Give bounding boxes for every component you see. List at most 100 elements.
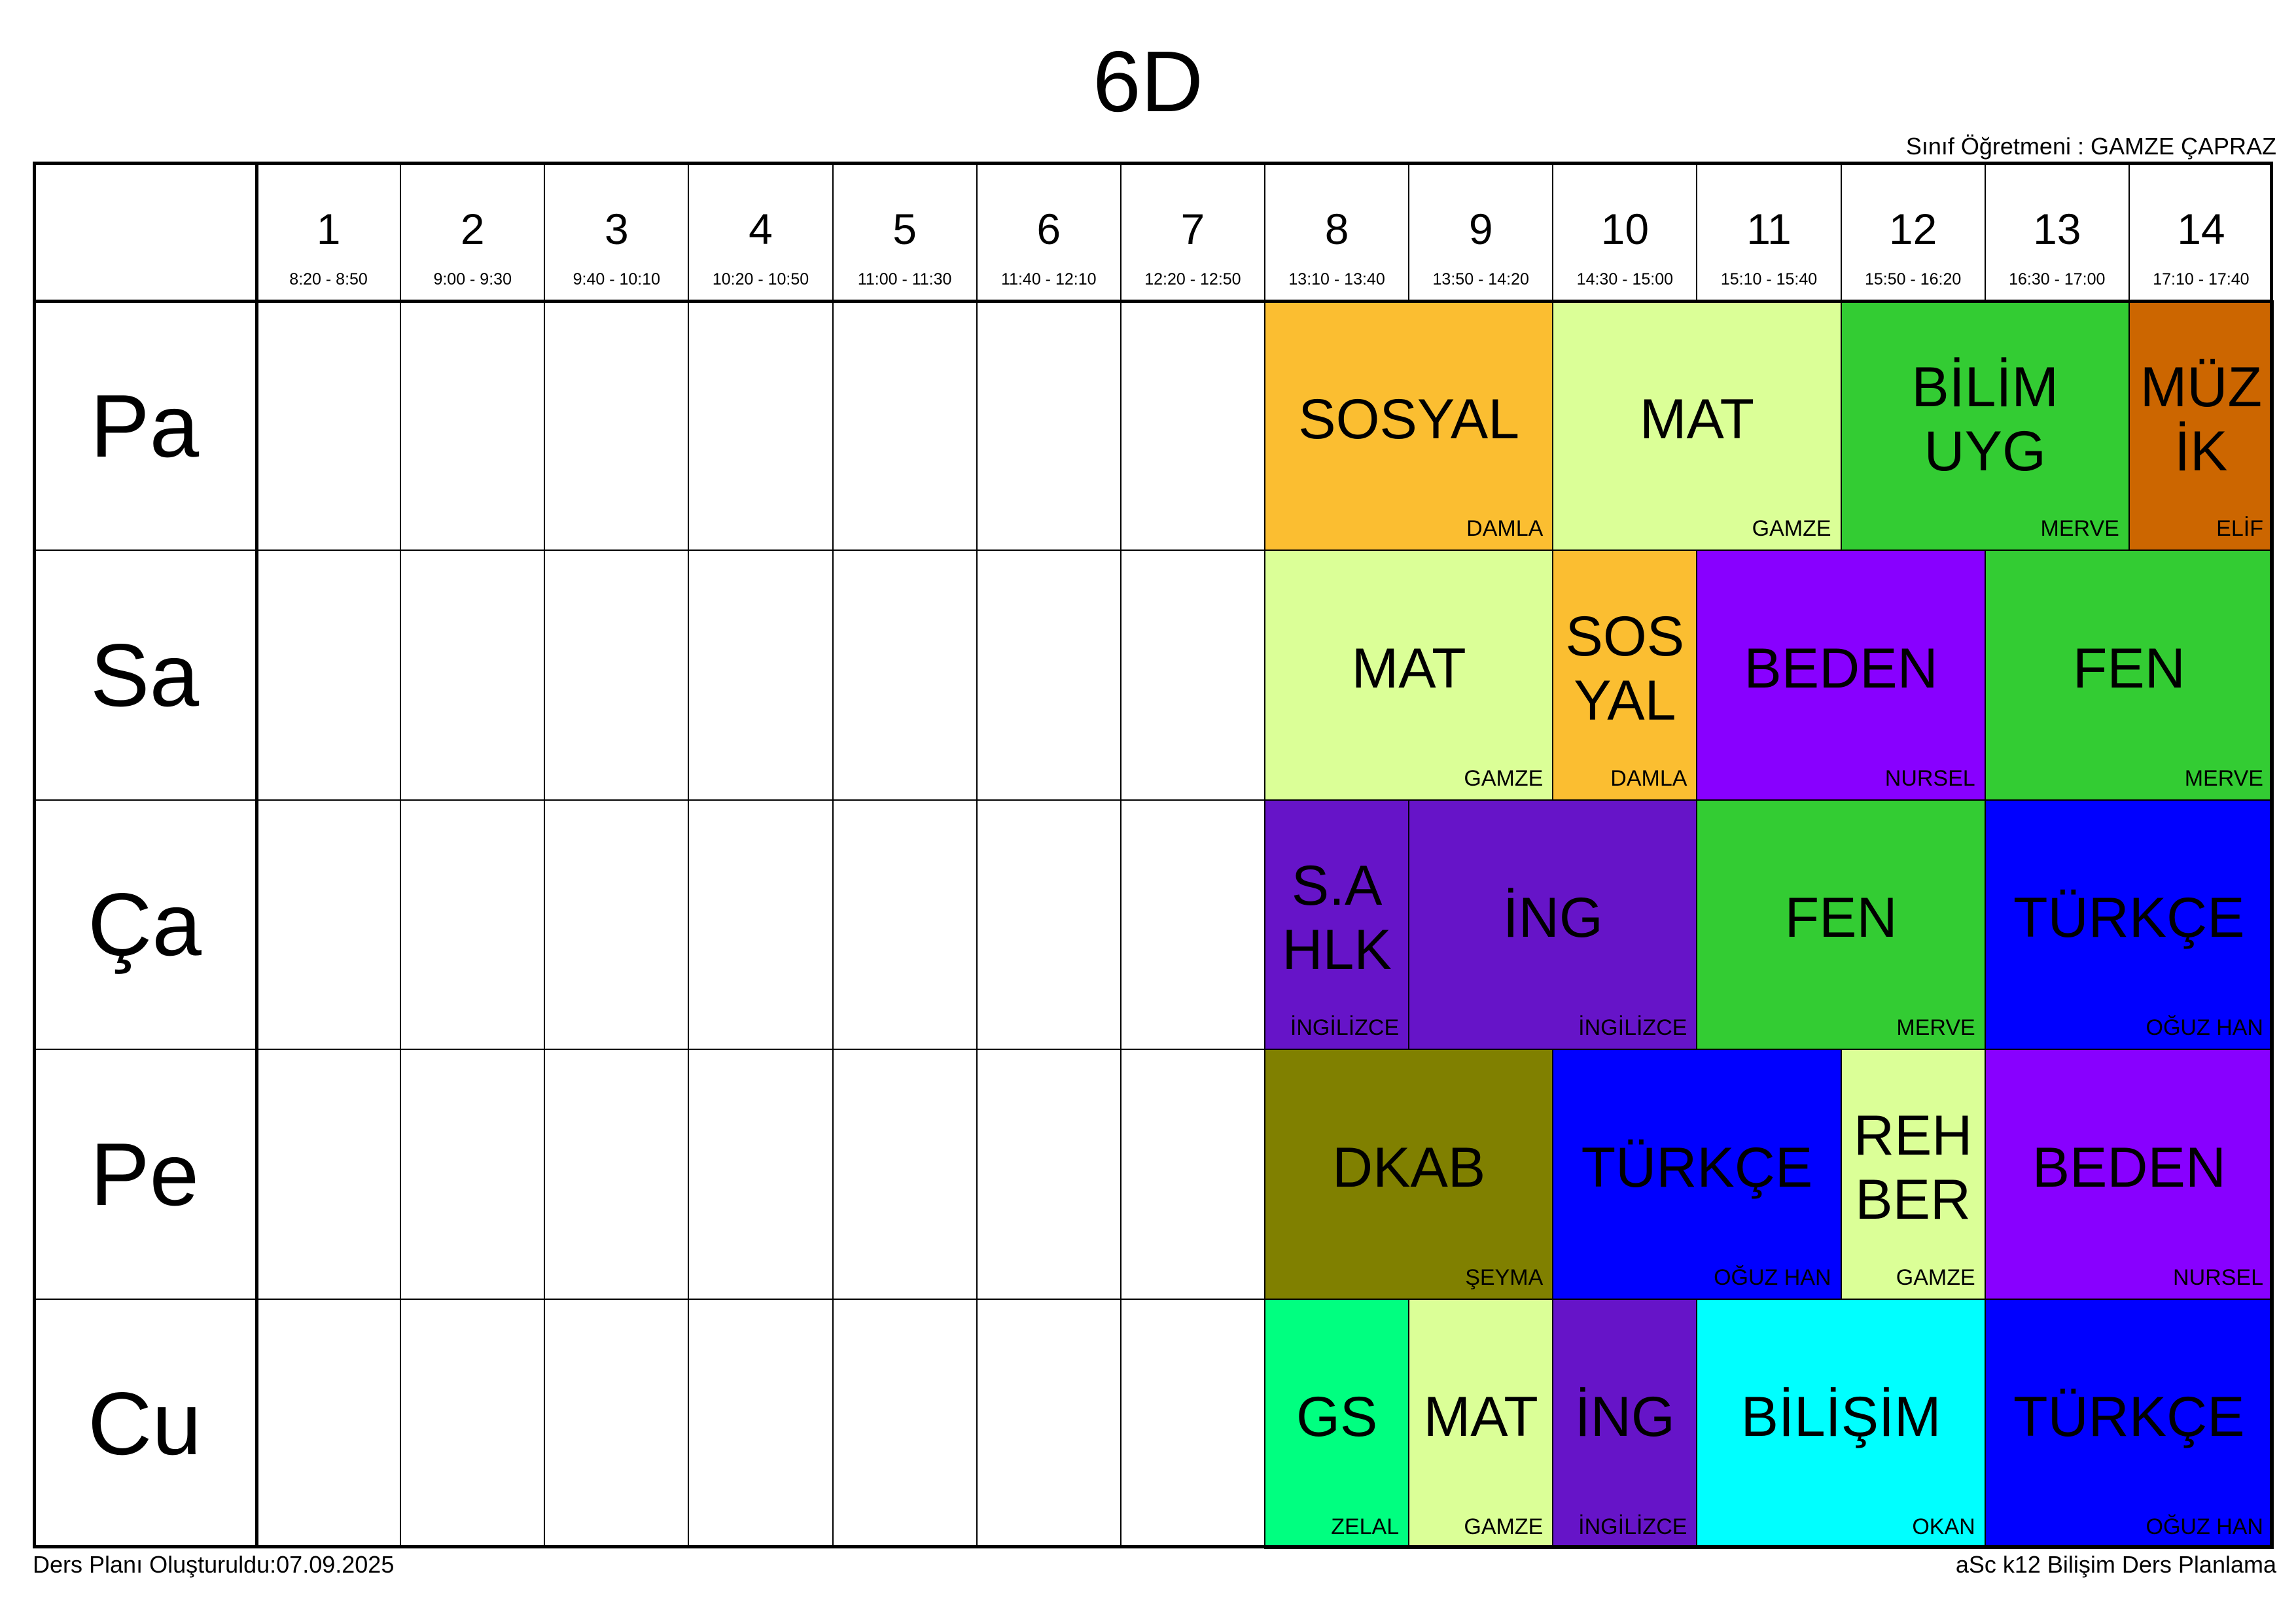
lesson-block[interactable]: GS ZELAL bbox=[1264, 1298, 1410, 1549]
software-credit-footer: aSc k12 Bilişim Ders Planlama bbox=[1955, 1551, 2276, 1578]
lesson-teacher: MERVE bbox=[2184, 765, 2263, 791]
lesson-subject: SOSYAL bbox=[1298, 387, 1520, 451]
period-number: 8 bbox=[1324, 205, 1349, 253]
grid-hline bbox=[33, 1049, 2273, 1051]
day-label: Cu bbox=[88, 1374, 202, 1474]
period-number: 10 bbox=[1600, 205, 1650, 253]
lesson-subject: TÜRKÇE bbox=[1581, 1136, 1813, 1199]
lesson-subject: DKAB bbox=[1332, 1136, 1486, 1199]
created-date-footer: Ders Planı Oluşturuldu:07.09.2025 bbox=[33, 1551, 395, 1578]
lesson-block[interactable]: BİLİM UYG MERVE bbox=[1840, 300, 2130, 551]
lesson-teacher: OKAN bbox=[1912, 1514, 1975, 1539]
lesson-subject: İNG bbox=[1502, 886, 1603, 950]
lesson-subject: GS bbox=[1296, 1386, 1378, 1449]
lesson-block[interactable]: İNG İNGİLİZCE bbox=[1408, 799, 1698, 1051]
period-number: 9 bbox=[1468, 205, 1493, 253]
lesson-teacher: GAMZE bbox=[1464, 765, 1544, 791]
period-time: 16:30 - 17:00 bbox=[2009, 270, 2106, 288]
lesson-subject: S.A HLK bbox=[1282, 854, 1392, 982]
grid-vline bbox=[688, 162, 690, 1548]
lesson-subject: BEDEN bbox=[2032, 1136, 2226, 1199]
period-time: 14:30 - 15:00 bbox=[1576, 270, 1674, 288]
lesson-subject: REH BER bbox=[1853, 1104, 1973, 1231]
day-column-divider bbox=[255, 162, 258, 1548]
lesson-subject: TÜRKÇE bbox=[2013, 886, 2245, 950]
lesson-block[interactable]: TÜRKÇE OĞUZ HAN bbox=[1984, 799, 2274, 1051]
period-time: 13:10 - 13:40 bbox=[1288, 270, 1385, 288]
grid-vline bbox=[400, 162, 402, 1548]
lesson-subject: MAT bbox=[1351, 637, 1466, 701]
lesson-teacher: OĞUZ HAN bbox=[2146, 1015, 2263, 1041]
period-number: 3 bbox=[604, 205, 629, 253]
lesson-teacher: DAMLA bbox=[1466, 516, 1544, 542]
lesson-subject: BİLİM UYG bbox=[1911, 355, 2059, 483]
lesson-subject: FEN bbox=[1784, 886, 1898, 950]
grid-border-top bbox=[33, 162, 2273, 165]
period-number: 4 bbox=[749, 205, 773, 253]
period-number: 14 bbox=[2177, 205, 2225, 253]
lesson-teacher: İNGİLİZCE bbox=[1290, 1015, 1400, 1041]
grid-vline bbox=[832, 162, 834, 1548]
lesson-teacher: İNGİLİZCE bbox=[1578, 1015, 1687, 1041]
lesson-block[interactable]: BİLİŞİM OKAN bbox=[1696, 1298, 1986, 1549]
period-number: 7 bbox=[1180, 205, 1205, 253]
lesson-subject: MAT bbox=[1423, 1386, 1538, 1449]
lesson-teacher: ELİF bbox=[2216, 516, 2263, 542]
grid-border-bottom bbox=[33, 1545, 2273, 1548]
lesson-teacher: ŞEYMA bbox=[1465, 1265, 1544, 1290]
period-time: 8:20 - 8:50 bbox=[289, 270, 368, 288]
lesson-block[interactable]: TÜRKÇE OĞUZ HAN bbox=[1984, 1298, 2274, 1549]
lesson-block[interactable]: MAT GAMZE bbox=[1264, 550, 1554, 801]
period-number: 5 bbox=[892, 205, 917, 253]
lesson-teacher: ZELAL bbox=[1331, 1514, 1400, 1539]
lesson-block[interactable]: TÜRKÇE OĞUZ HAN bbox=[1552, 1049, 1842, 1300]
period-time: 17:10 - 17:40 bbox=[2153, 270, 2250, 288]
header-row-divider bbox=[33, 300, 2273, 303]
lesson-block[interactable]: MAT GAMZE bbox=[1552, 300, 1842, 551]
lesson-block[interactable]: MAT GAMZE bbox=[1408, 1298, 1554, 1549]
lesson-block[interactable]: REH BER GAMZE bbox=[1840, 1049, 1986, 1300]
grid-hline bbox=[33, 799, 2273, 801]
lesson-teacher: DAMLA bbox=[1610, 765, 1687, 791]
period-number: 13 bbox=[2033, 205, 2081, 253]
lesson-teacher: GAMZE bbox=[1896, 1265, 1975, 1290]
lesson-block[interactable]: DKAB ŞEYMA bbox=[1264, 1049, 1554, 1300]
lesson-block[interactable]: SOSYAL DAMLA bbox=[1264, 300, 1554, 551]
period-number: 2 bbox=[460, 205, 485, 253]
period-time: 11:00 - 11:30 bbox=[857, 270, 952, 288]
lesson-teacher: OĞUZ HAN bbox=[2146, 1514, 2263, 1539]
lesson-block[interactable]: BEDEN NURSEL bbox=[1696, 550, 1986, 801]
day-label: Ça bbox=[88, 875, 202, 975]
lesson-block[interactable]: S.A HLK İNGİLİZCE bbox=[1264, 799, 1410, 1051]
lesson-teacher: NURSEL bbox=[1884, 765, 1975, 791]
period-number: 11 bbox=[1746, 205, 1792, 253]
grid-hline bbox=[33, 550, 2273, 551]
grid-hline bbox=[33, 1298, 2273, 1300]
page-title: 6D bbox=[1093, 33, 1203, 130]
period-time: 12:20 - 12:50 bbox=[1144, 270, 1241, 288]
lesson-block[interactable]: FEN MERVE bbox=[1696, 799, 1986, 1051]
lesson-subject: BİLİŞİM bbox=[1740, 1386, 1941, 1449]
lesson-teacher: NURSEL bbox=[2173, 1265, 2263, 1290]
lesson-teacher: OĞUZ HAN bbox=[1714, 1265, 1831, 1290]
lesson-teacher: İNGİLİZCE bbox=[1578, 1514, 1687, 1539]
period-time: 11:40 - 12:10 bbox=[1001, 270, 1097, 288]
timetable-grid: 1 8:20 - 8:50 2 9:00 - 9:30 3 9:40 - 10:10 4 10… bbox=[33, 162, 2274, 1549]
lesson-subject: SOS YAL bbox=[1565, 605, 1685, 733]
lesson-teacher: GAMZE bbox=[1752, 516, 1831, 542]
lesson-block[interactable]: SOS YAL DAMLA bbox=[1552, 550, 1698, 801]
lesson-subject: FEN bbox=[2072, 637, 2185, 701]
grid-border-left bbox=[33, 162, 36, 1548]
grid-vline bbox=[976, 162, 978, 1548]
lesson-block[interactable]: BEDEN NURSEL bbox=[1984, 1049, 2274, 1300]
period-time: 13:50 - 14:20 bbox=[1432, 270, 1529, 288]
lesson-teacher: MERVE bbox=[2040, 516, 2119, 542]
lesson-subject: MÜZ İK bbox=[2140, 355, 2263, 483]
period-time: 9:40 - 10:10 bbox=[573, 270, 661, 288]
day-label: Pe bbox=[90, 1124, 200, 1224]
lesson-block[interactable]: FEN MERVE bbox=[1984, 550, 2274, 801]
grid-vline bbox=[544, 162, 546, 1548]
lesson-block[interactable]: İNG İNGİLİZCE bbox=[1552, 1298, 1698, 1549]
period-time: 10:20 - 10:50 bbox=[712, 270, 809, 288]
lesson-block[interactable]: MÜZ İK ELİF bbox=[2128, 300, 2274, 551]
